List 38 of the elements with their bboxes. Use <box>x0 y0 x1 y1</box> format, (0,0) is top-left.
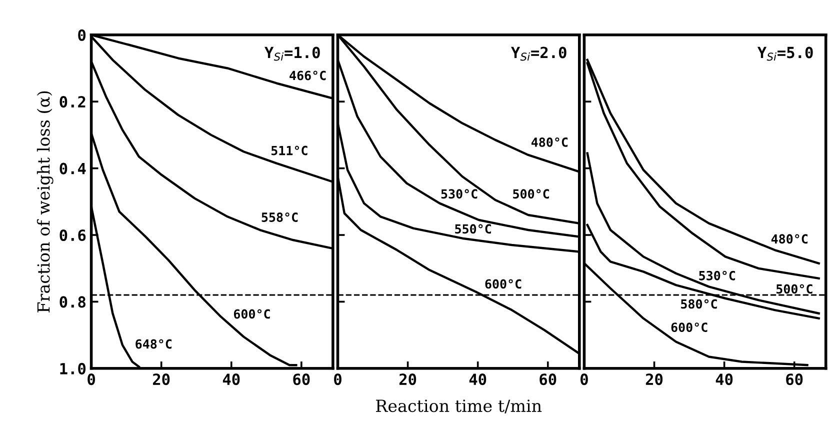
series-label: 466°C <box>290 70 326 80</box>
y-tick-label: 0.8 <box>60 296 86 308</box>
series-label: 480°C <box>531 137 568 147</box>
text: Y$_{Si}$=2.0 <box>510 46 566 61</box>
series-label: 580°C <box>681 299 717 309</box>
y-tick-label: 0.2 <box>60 96 86 108</box>
series-label: 500°C <box>776 284 812 294</box>
series-label: 600°C <box>671 322 708 332</box>
series-label: 648°C <box>136 339 172 349</box>
x-tick-label: 0 <box>580 374 588 386</box>
y-tick-label: 0.6 <box>60 229 86 242</box>
x-axis-title: Reaction time t/min <box>376 400 542 414</box>
x-tick-label: 20 <box>646 374 663 386</box>
x-tick-label: 60 <box>293 374 310 386</box>
x-tick-label: 60 <box>786 374 803 386</box>
series-label: 558°C <box>262 212 298 222</box>
x-tick-label: 0 <box>88 374 95 386</box>
y-axis-title: Fraction of weight loss (α) <box>36 91 54 312</box>
x-tick-label: 20 <box>399 374 416 386</box>
series-label: 600°C <box>234 309 270 319</box>
series-label: 480°C <box>771 234 808 244</box>
y-tick-label: 0 <box>78 29 86 41</box>
series-label: 600°C <box>485 279 522 289</box>
series-label: 500°C <box>513 189 549 199</box>
x-tick-label: 60 <box>540 374 556 386</box>
text: Y$_{Si}$=1.0 <box>264 46 320 61</box>
y-tick-label: 1.0 <box>60 362 86 374</box>
y-tick-label: 0.4 <box>60 162 86 174</box>
x-tick-label: 20 <box>152 374 170 386</box>
series-label: 530°C <box>699 270 736 280</box>
series-label: 550°C <box>455 224 491 234</box>
x-tick-label: 40 <box>716 374 733 386</box>
series-label: 530°C <box>441 189 478 199</box>
x-tick-label: 40 <box>222 374 240 386</box>
series-label: 511°C <box>271 146 308 156</box>
x-tick-label: 0 <box>334 374 342 386</box>
text: Y$_{Si}$=5.0 <box>757 46 813 61</box>
x-tick-label: 40 <box>469 374 486 386</box>
